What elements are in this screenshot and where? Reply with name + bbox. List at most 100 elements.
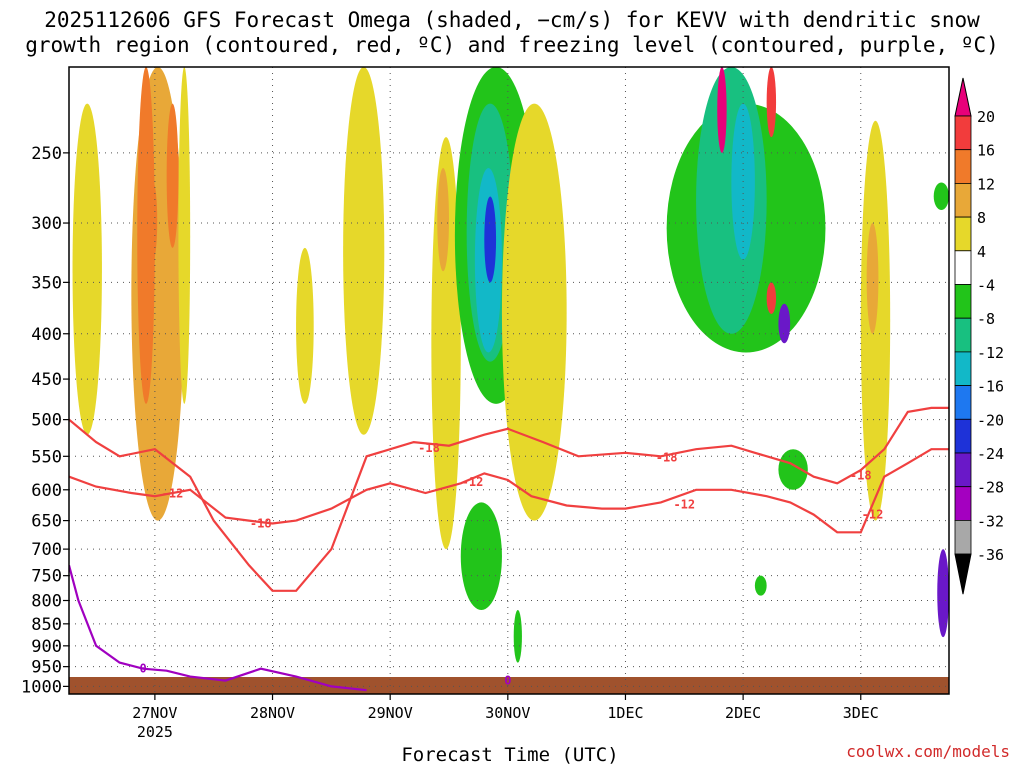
omega-shaded-region (717, 67, 727, 153)
contour-line--18 (69, 406, 949, 592)
colorbar-segment (954, 452, 972, 488)
colorbar-label: -8 (977, 310, 995, 328)
colorbar-label: -4 (977, 277, 995, 295)
chart-title-line1: 2025112606 GFS Forecast Omega (shaded, −… (44, 8, 980, 32)
colorbar-label: 8 (977, 209, 986, 227)
y-tick-label: 700 (31, 540, 62, 560)
site-credit: coolwx.com/models (846, 742, 1010, 761)
contour-label: 0 (140, 662, 147, 676)
x-tick-label: 28NOV (250, 704, 295, 722)
omega-shaded-region (149, 182, 158, 260)
y-tick-label: 450 (31, 370, 62, 390)
colorbar-segment (954, 418, 972, 454)
colorbar-label: -12 (977, 344, 1004, 362)
y-tick-label: 850 (31, 615, 62, 635)
omega-shaded-region (178, 67, 191, 404)
y-axis: 2503003504004505005506006507007508008509… (21, 144, 69, 697)
contour-label: -12 (162, 487, 184, 501)
colorbar-segment (954, 351, 972, 386)
omega-shaded-region (72, 103, 102, 435)
contour-label-layer: -12 -18 -18 -12 -18 -12 -18 -12 0 0 (140, 441, 884, 688)
omega-shaded-region (296, 247, 314, 404)
omega-shaded-region (778, 449, 808, 490)
colorbar-label: -24 (977, 445, 1004, 463)
contour-label: -12 (462, 475, 484, 489)
colorbar-top-triangle (954, 77, 972, 117)
omega-shaded-region (166, 103, 179, 248)
colorbar-bottom-triangle (954, 553, 972, 595)
omega-shaded-region (933, 182, 949, 210)
y-tick-label: 300 (31, 214, 62, 234)
ground-surface (69, 677, 949, 694)
colorbar-segment (954, 182, 972, 218)
contour-line--12 (69, 448, 949, 534)
x-axis-title: Forecast Time (UTC) (401, 744, 619, 766)
y-tick-label: 750 (31, 567, 62, 587)
omega-shading-layer (72, 67, 949, 663)
contour-layer (69, 406, 949, 692)
contour-label: 0 (504, 674, 511, 688)
omega-shaded-region (513, 610, 522, 663)
colorbar-segment (954, 317, 972, 353)
omega-shaded-region (766, 282, 777, 315)
x-tick-label: 2DEC (725, 704, 761, 722)
contour-label: -18 (656, 451, 678, 465)
y-tick-label: 250 (31, 144, 62, 164)
x-year-label: 2025 (137, 723, 173, 741)
colorbar-label: -32 (977, 512, 1004, 530)
contour-label: -12 (673, 497, 695, 511)
colorbar-segment (954, 284, 972, 319)
omega-shaded-region (484, 196, 497, 283)
colorbar-segment (954, 149, 972, 184)
x-axis: 27NOV 28NOV 29NOV 30NOV 1DEC 2DEC 3DEC 2025 (132, 694, 879, 741)
y-tick-label: 950 (31, 658, 62, 678)
contour-label: -18 (850, 468, 872, 482)
omega-shaded-region (437, 167, 449, 272)
y-tick-label: 550 (31, 447, 62, 467)
colorbar-label: -20 (977, 411, 1004, 429)
omega-shaded-region (754, 575, 767, 596)
y-tick-label: 1000 (21, 677, 62, 697)
y-tick-label: 350 (31, 273, 62, 293)
omega-shaded-region (778, 303, 791, 344)
omega-shaded-region (501, 103, 567, 521)
contour-label: -18 (250, 517, 272, 531)
omega-shaded-region (866, 223, 879, 334)
x-tick-label: 30NOV (485, 704, 530, 722)
colorbar: 20 16 12 8 4 -4 -8 -12 -16 -20 -24 -28 -32 -36 (954, 77, 1004, 595)
x-tick-label: 3DEC (843, 704, 879, 722)
contour-label: -18 (418, 441, 440, 455)
y-tick-label: 800 (31, 592, 62, 612)
y-tick-label: 900 (31, 637, 62, 657)
colorbar-label: 12 (977, 175, 995, 193)
colorbar-label: 16 (977, 142, 995, 160)
omega-shaded-region (937, 549, 949, 638)
contour-label: -12 (862, 508, 884, 522)
colorbar-segment (954, 250, 972, 285)
colorbar-label: -36 (977, 546, 1004, 564)
omega-shaded-region (766, 67, 777, 138)
chart-title-line2: growth region (contoured, red, ºC) and f… (25, 33, 999, 57)
colorbar-label: -28 (977, 479, 1004, 497)
y-tick-label: 400 (31, 325, 62, 345)
colorbar-segment (954, 115, 972, 151)
y-tick-label: 500 (31, 411, 62, 431)
colorbar-label: 20 (977, 108, 995, 126)
x-tick-label: 29NOV (368, 704, 413, 722)
colorbar-label: 4 (977, 243, 986, 261)
colorbar-label: -16 (977, 378, 1004, 396)
y-tick-label: 600 (31, 481, 62, 501)
omega-shaded-region (696, 67, 767, 334)
colorbar-segment (954, 486, 972, 521)
colorbar-segment (954, 216, 972, 252)
plot-frame (68, 66, 950, 695)
contour-line-0 (69, 565, 367, 692)
x-tick-label: 27NOV (132, 704, 177, 722)
colorbar-segment (954, 520, 972, 555)
x-tick-label: 1DEC (607, 704, 643, 722)
omega-shaded-region (343, 67, 385, 435)
colorbar-segment (954, 385, 972, 420)
omega-shaded-region (137, 67, 155, 404)
y-tick-label: 650 (31, 512, 62, 532)
